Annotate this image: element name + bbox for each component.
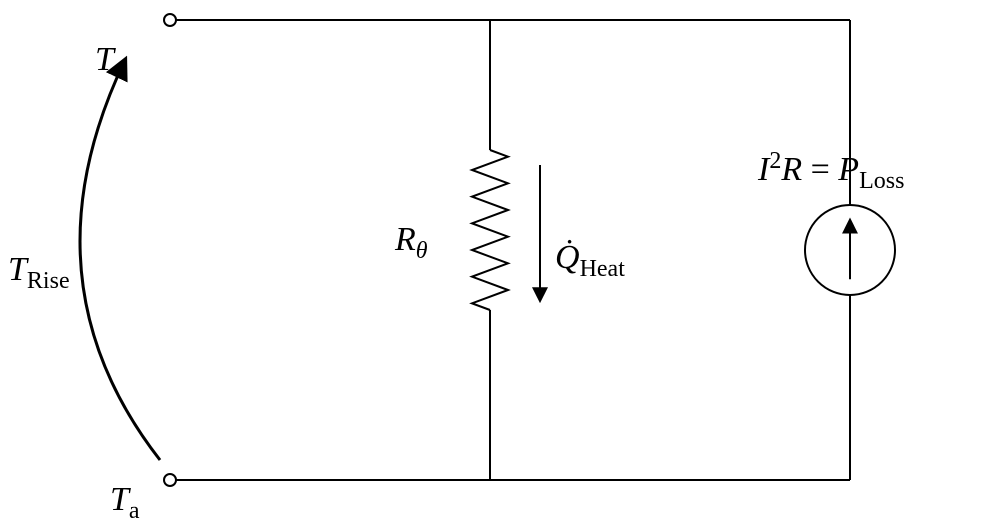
label-Ta: Ta xyxy=(110,481,140,520)
terminal-T xyxy=(164,14,176,26)
thermal-circuit-diagram: T Ta TRise Rθ Q̇Heat I2R = PLoss xyxy=(0,0,1000,520)
label-Rtheta: Rθ xyxy=(394,221,428,264)
label-Trise: TRise xyxy=(8,251,70,294)
label-Qheat: Q̇Heat xyxy=(555,239,625,282)
terminal-Ta xyxy=(164,474,176,486)
label-T: T xyxy=(95,41,116,78)
temperature-rise-arrow-icon xyxy=(80,60,160,460)
thermal-resistor xyxy=(472,150,508,310)
label-Ploss: I2R = PLoss xyxy=(757,148,904,194)
